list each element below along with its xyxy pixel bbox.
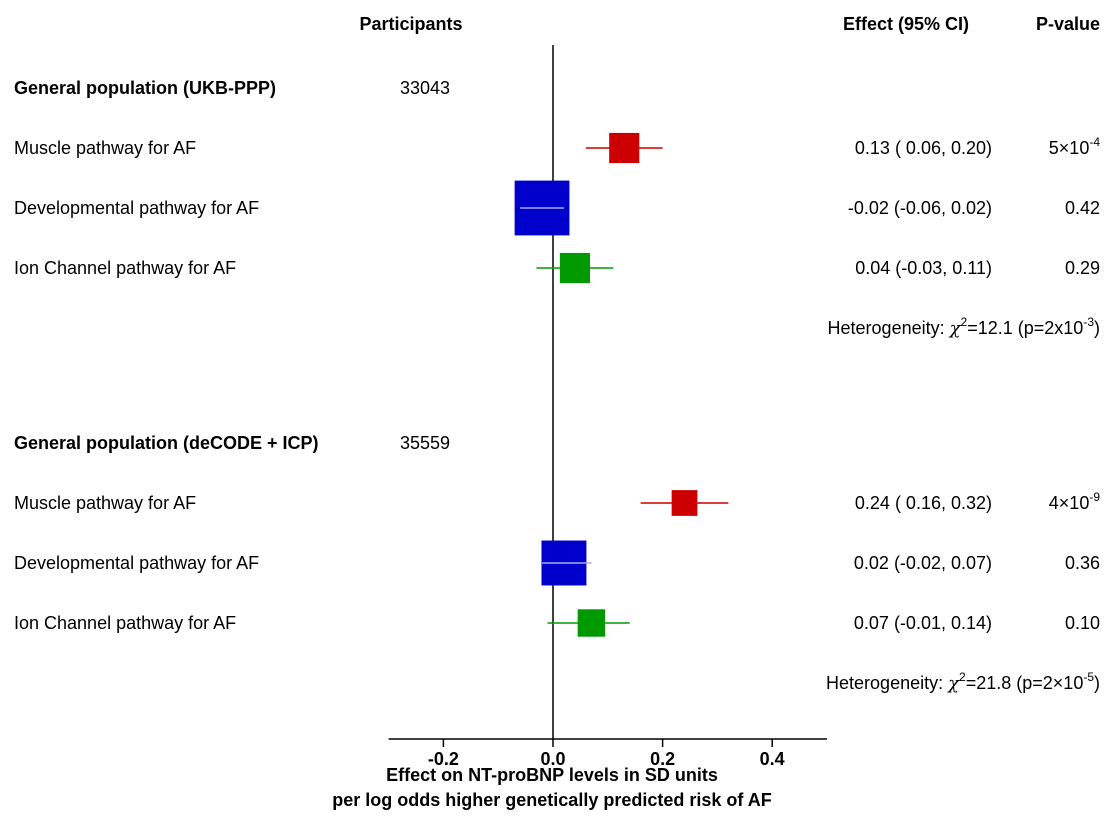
heterogeneity: Heterogeneity: χ2=21.8 (p=2×10-5) xyxy=(826,670,1100,694)
point-estimate xyxy=(577,609,606,637)
group-title: General population (UKB-PPP) xyxy=(14,78,276,98)
group-participants: 35559 xyxy=(400,433,450,453)
x-tick-label: 0.2 xyxy=(650,749,675,769)
plot-area: General population (UKB-PPP) 33043 Muscle … xyxy=(14,45,1100,739)
p-value: 4×10-9 xyxy=(1049,490,1101,513)
group-participants: 33043 xyxy=(400,78,450,98)
header-pvalue: P-value xyxy=(1036,14,1100,34)
row-label: Developmental pathway for AF xyxy=(14,553,259,573)
point-estimate xyxy=(671,490,698,516)
effect-ci: 0.13 ( 0.06, 0.20) xyxy=(855,138,992,158)
p-value: 0.10 xyxy=(1065,613,1100,633)
row-label: Muscle pathway for AF xyxy=(14,138,196,158)
x-tick-label: 0.0 xyxy=(540,749,565,769)
x-tick-label: -0.2 xyxy=(428,749,459,769)
p-value: 0.29 xyxy=(1065,258,1100,278)
effect-ci: 0.02 (-0.02, 0.07) xyxy=(854,553,992,573)
heterogeneity: Heterogeneity: χ2=12.1 (p=2x10-3) xyxy=(828,315,1100,339)
row-label: Muscle pathway for AF xyxy=(14,493,196,513)
effect-ci: 0.07 (-0.01, 0.14) xyxy=(854,613,992,633)
x-axis-label-line2: per log odds higher genetically predicte… xyxy=(332,790,771,810)
x-axis: -0.2 0.0 0.2 0.4 Effect on NT-proBNP levels … xyxy=(332,738,827,810)
header-participants: Participants xyxy=(359,14,462,34)
effect-ci: -0.02 (-0.06, 0.02) xyxy=(848,198,992,218)
x-axis-label-line1: Effect on NT-proBNP levels in SD units xyxy=(386,765,718,785)
header-effect: Effect (95% CI) xyxy=(843,14,969,34)
p-value: 5×10-4 xyxy=(1049,135,1101,158)
group-title: General population (deCODE + ICP) xyxy=(14,433,319,453)
row-label: Ion Channel pathway for AF xyxy=(14,613,236,633)
effect-ci: 0.24 ( 0.16, 0.32) xyxy=(855,493,992,513)
x-tick-label: 0.4 xyxy=(760,749,785,769)
p-value: 0.42 xyxy=(1065,198,1100,218)
row-label: Developmental pathway for AF xyxy=(14,198,259,218)
point-estimate xyxy=(609,132,640,164)
p-value: 0.36 xyxy=(1065,553,1100,573)
point-estimate xyxy=(559,252,590,284)
row-label: Ion Channel pathway for AF xyxy=(14,258,236,278)
effect-ci: 0.04 (-0.03, 0.11) xyxy=(855,258,992,278)
